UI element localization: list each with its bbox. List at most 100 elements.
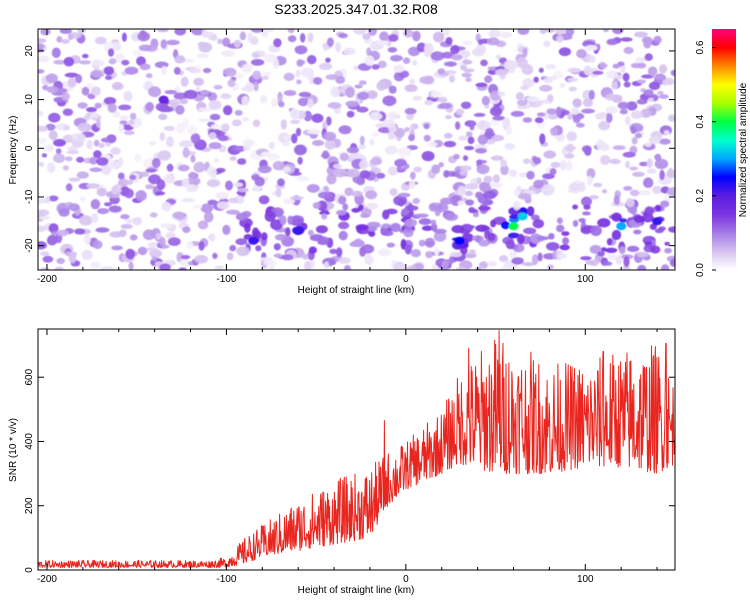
heatmap-cell [409,125,415,132]
heatmap-cell [602,261,613,266]
heatmap-cell [213,84,223,90]
heatmap-cell [100,164,112,176]
heatmap-cell [124,188,134,199]
x-tick-label: -200 [37,574,57,585]
heatmap-cell [137,31,150,42]
heatmap-cell [629,189,640,197]
heatmap-cell [545,29,556,33]
heatmap-cell [605,70,618,79]
heatmap-cell [661,264,670,270]
heatmap-cell [464,190,474,197]
heatmap-cell [237,187,249,193]
heatmap-cell [433,246,440,256]
heatmap-cell [522,78,535,88]
heatmap-cell [117,172,125,180]
heatmap-cell [137,246,148,256]
snr-panel: -200 -100 0 100 0 200 400 600 Height of straigh… [8,328,676,596]
heatmap-cell [376,80,387,91]
heatmap-cell [570,107,580,115]
heatmap-cell [250,29,264,33]
heatmap-cell [86,82,93,90]
heatmap-cell [626,101,638,111]
heatmap-cell [473,112,486,117]
heatmap-cell [172,211,186,220]
heatmap-cell [284,135,291,140]
heatmap-cell [329,248,338,255]
heatmap-cell [77,29,86,34]
heatmap-cell [517,193,532,200]
heatmap-cell [181,198,196,203]
heatmap-cell [581,196,592,207]
heatmap-cell [573,116,581,124]
heatmap-cell [308,229,314,236]
heatmap-cell [264,210,276,222]
heatmap-cell [201,29,208,38]
heatmap-cell [589,244,602,254]
heatmap-cell [432,31,445,43]
heatmap-cell [370,157,382,166]
heatmap-cell [619,109,628,115]
heatmap-cell [95,118,101,128]
heatmap-cell [566,143,575,154]
heatmap-cell [335,42,341,53]
heatmap-cell [606,253,618,261]
heatmap-cell [455,267,467,270]
heatmap-cell [584,44,598,52]
heatmap-cell [166,163,174,172]
heatmap-cell [290,196,304,200]
heatmap-cell [595,112,607,120]
heatmap-hotspot [293,227,304,236]
heatmap-cell [90,261,101,269]
heatmap-cell [404,127,410,132]
heatmap-cell [393,64,405,73]
heatmap-cell [39,215,51,221]
heatmap-cell [457,61,465,66]
heatmap-cell [76,171,89,179]
heatmap-cell [418,239,426,247]
heatmap-cell [301,253,309,260]
heatmap-cell [460,101,472,110]
colorbar-tick-label: 0.6 [695,40,706,54]
heatmap-cell [146,247,158,252]
heatmap-cell [242,117,249,122]
heatmap-cell [438,162,444,168]
heatmap-cell [89,156,98,165]
heatmap-cell [633,229,642,235]
heatmap-cell [541,184,555,195]
heatmap-cell [445,37,453,45]
heatmap-cell [430,219,437,226]
heatmap-cell [547,264,554,269]
heatmap-cell [76,156,85,163]
heatmap-cell [194,254,209,264]
heatmap-cell [605,106,618,114]
heatmap-cell [229,156,237,161]
heatmap-cell [480,59,488,67]
heatmap-cell [536,236,550,241]
heatmap-cell [321,150,330,160]
heatmap-cell [597,251,605,257]
heatmap-cell [515,92,525,101]
heatmap-cell [371,64,380,70]
heatmap-cell [659,64,668,74]
heatmap-cell [623,256,630,268]
heatmap-cell [358,204,364,211]
heatmap-cell [216,167,226,173]
heatmap-cell [404,218,417,228]
heatmap-cell [627,245,640,252]
heatmap-cell [367,226,378,232]
heatmap-cell [296,79,302,85]
heatmap-cell [407,203,414,212]
heatmap-cell [38,161,45,168]
heatmap-cell [463,58,469,65]
heatmap-cell [208,142,222,150]
heatmap-cell [233,39,242,48]
heatmap-cell [643,89,654,97]
heatmap-cell [412,59,418,66]
heatmap-cell [593,182,603,188]
heatmap-cell [290,215,305,225]
heatmap-cell [543,40,551,47]
heatmap-x-axis-label: Height of straight line (km) [298,285,415,296]
heatmap-cell [390,222,402,233]
heatmap-cell [182,226,191,233]
heatmap-cell [342,203,349,211]
